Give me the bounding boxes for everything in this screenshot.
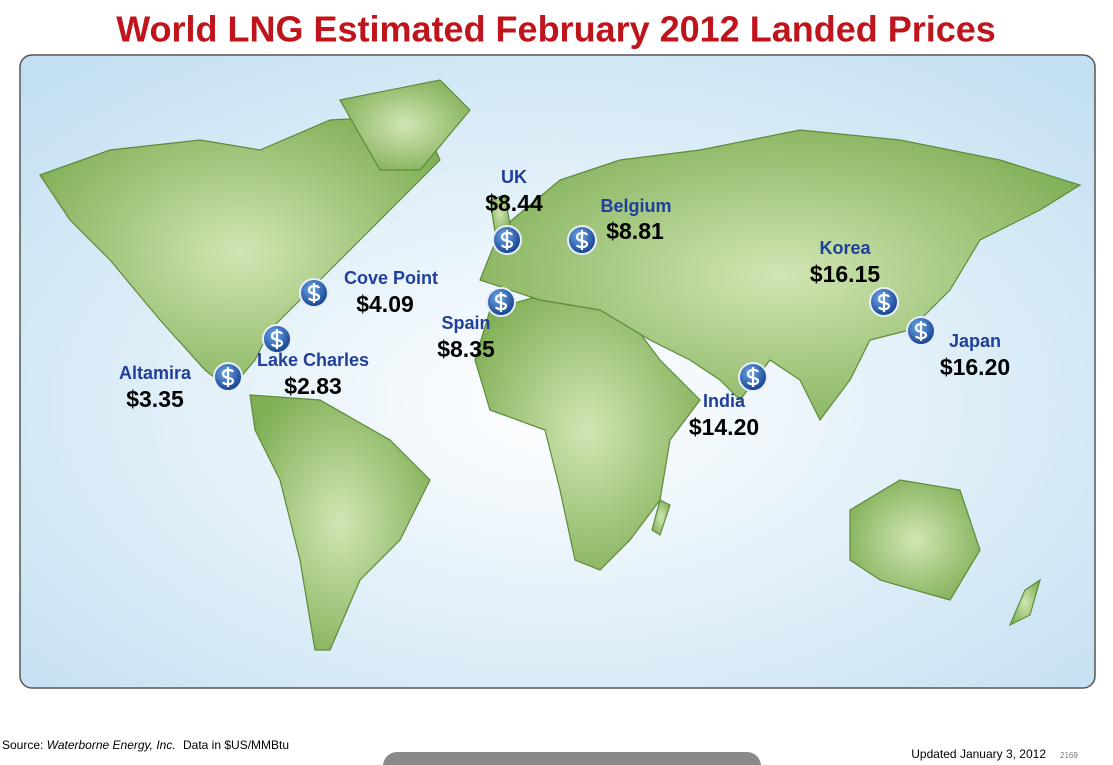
updated: Updated January 3, 2012 <box>911 747 1046 761</box>
location-name: Lake Charles <box>257 350 369 370</box>
source-name: Waterborne Energy, Inc. <box>47 738 176 752</box>
location-name: Japan <box>949 331 1001 351</box>
location-name: UK <box>501 167 527 187</box>
title: World LNG Estimated February 2012 Landed… <box>116 9 996 50</box>
location-price: $8.81 <box>606 218 664 244</box>
source-label: Source: <box>2 738 43 752</box>
location-price: $16.20 <box>940 354 1010 380</box>
location-price: $14.20 <box>689 414 759 440</box>
location-price: $3.35 <box>126 386 184 412</box>
footer-source: Source: Waterborne Energy, Inc. Data in … <box>2 738 289 752</box>
dollar-icon <box>494 292 508 312</box>
location-name: Spain <box>441 313 490 333</box>
location-name: Cove Point <box>344 268 438 288</box>
price-marker <box>213 362 243 392</box>
location-price: $2.83 <box>284 373 342 399</box>
dollar-icon <box>575 230 589 250</box>
dollar-icon <box>877 292 891 312</box>
price-marker <box>299 278 329 308</box>
location-name: Korea <box>819 238 871 258</box>
price-marker <box>567 225 597 255</box>
location-price: $4.09 <box>356 291 414 317</box>
location-price: $8.44 <box>485 190 543 216</box>
location-name: Altamira <box>119 363 192 383</box>
toolbar <box>383 752 761 765</box>
location-name: India <box>703 391 746 411</box>
continents <box>39 79 1082 651</box>
price-marker <box>486 287 516 317</box>
price-marker <box>492 225 522 255</box>
slide-number: 2169 <box>1060 751 1078 760</box>
location-price: $16.15 <box>810 261 881 287</box>
price-marker <box>738 362 768 392</box>
location-price: $8.35 <box>437 336 495 362</box>
dollar-icon <box>270 329 284 349</box>
price-marker <box>906 316 936 346</box>
dollar-icon <box>221 367 235 387</box>
dollar-icon <box>914 321 928 341</box>
dollar-icon <box>307 283 321 303</box>
units: Data in $US/MMBtu <box>183 738 289 752</box>
dollar-icon <box>746 367 760 387</box>
price-marker <box>869 287 899 317</box>
location-name: Belgium <box>600 196 671 216</box>
dollar-icon <box>500 230 514 250</box>
price-marker <box>262 324 292 354</box>
